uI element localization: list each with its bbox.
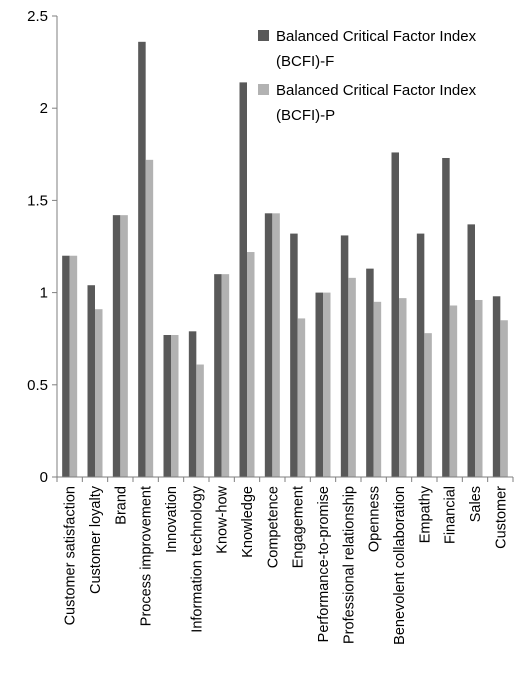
bar-bcfi-p bbox=[348, 277, 356, 477]
bar-bcfi-f bbox=[442, 157, 450, 477]
bar-bcfi-f bbox=[112, 215, 121, 478]
x-tick-label: Performance-to-promise bbox=[316, 486, 332, 642]
bar-bcfi-p bbox=[221, 274, 230, 477]
legend-label: (BCFI)-P bbox=[276, 107, 335, 124]
x-tick-label: Customer loyalty bbox=[88, 485, 104, 594]
axes bbox=[56, 16, 514, 482]
x-tick-label: Know-how bbox=[215, 485, 231, 553]
bar-bcfi-p bbox=[69, 255, 78, 477]
y-tick-label: 1.5 bbox=[27, 192, 48, 209]
legend-label: (BCFI)-F bbox=[276, 53, 334, 70]
bar-bcfi-f bbox=[264, 213, 273, 478]
bar-bcfi-p bbox=[272, 213, 280, 478]
bar-bcfi-f bbox=[239, 82, 247, 477]
bar-bcfi-p bbox=[373, 301, 382, 477]
bar-bcfi-p bbox=[297, 318, 306, 477]
bar-bcfi-p bbox=[171, 335, 179, 477]
x-axis-labels: Customer satisfaction Customer loyalty Bra… bbox=[63, 485, 510, 645]
bar-bcfi-f bbox=[340, 235, 349, 477]
legend-swatch bbox=[258, 84, 269, 95]
bar-bcfi-f bbox=[366, 268, 374, 477]
bar-bcfi-p bbox=[449, 305, 458, 477]
bar-bcfi-p bbox=[500, 320, 508, 477]
x-tick-label: Sales bbox=[468, 486, 484, 522]
y-axis-ticks: 0 0.5 1 1.5 2 2.5 bbox=[27, 8, 57, 486]
bar-bcfi-p bbox=[424, 333, 432, 477]
y-tick-label: 0.5 bbox=[27, 377, 48, 394]
bar-bcfi-p bbox=[145, 159, 154, 477]
bar-bcfi-p bbox=[120, 215, 128, 478]
bar-bcfi-f bbox=[391, 152, 399, 477]
x-tick-label: Professional relationship bbox=[341, 486, 357, 644]
x-tick-label: Engagement bbox=[291, 486, 307, 568]
y-tick-label: 2 bbox=[40, 100, 48, 117]
bar-bcfi-f bbox=[290, 233, 298, 477]
bar-bcfi-f bbox=[214, 274, 222, 477]
bar-bcfi-p bbox=[95, 309, 103, 477]
legend-label: Balanced Critical Factor Index bbox=[276, 28, 477, 45]
x-tick-label: Customer satisfaction bbox=[63, 486, 79, 625]
x-tick-label: Competence bbox=[265, 486, 281, 568]
bar-bcfi-f bbox=[188, 331, 197, 477]
y-tick-label: 1 bbox=[40, 285, 48, 302]
bars bbox=[62, 41, 508, 478]
bar-bcfi-f bbox=[315, 292, 323, 477]
x-tick-label: Openness bbox=[367, 486, 383, 552]
bar-bcfi-p bbox=[247, 252, 255, 477]
bar-bcfi-f bbox=[163, 335, 171, 477]
bar-bcfi-p bbox=[475, 299, 483, 477]
bar-bcfi-f bbox=[467, 224, 475, 477]
bar-bcfi-f bbox=[62, 255, 70, 477]
bar-bcfi-p bbox=[323, 292, 331, 477]
x-tick-label: Customer bbox=[493, 486, 509, 549]
bar-bcfi-f bbox=[416, 233, 425, 477]
bar-bcfi-f bbox=[492, 296, 501, 477]
bar-bcfi-p bbox=[399, 298, 407, 477]
x-tick-label: Financial bbox=[443, 486, 459, 544]
bar-bcfi-p bbox=[196, 364, 204, 477]
legend-label: Balanced Critical Factor Index bbox=[276, 82, 477, 99]
x-tick-label: Benevolent collaboration bbox=[392, 486, 408, 645]
x-tick-label: Information technology bbox=[189, 485, 205, 632]
legend: Balanced Critical Factor Index (BCFI)-F Ba… bbox=[258, 28, 477, 124]
x-tick-label: Innovation bbox=[164, 486, 180, 553]
bar-bcfi-f bbox=[138, 41, 146, 477]
legend-swatch bbox=[258, 30, 269, 41]
x-tick-label: Empathy bbox=[417, 485, 433, 543]
y-tick-label: 2.5 bbox=[27, 8, 48, 25]
x-tick-label: Brand bbox=[113, 486, 129, 525]
x-tick-label: Knowledge bbox=[240, 486, 256, 558]
x-tick-label: Process improvement bbox=[139, 486, 155, 626]
bar-bcfi-f bbox=[87, 285, 95, 477]
y-tick-label: 0 bbox=[40, 469, 48, 486]
